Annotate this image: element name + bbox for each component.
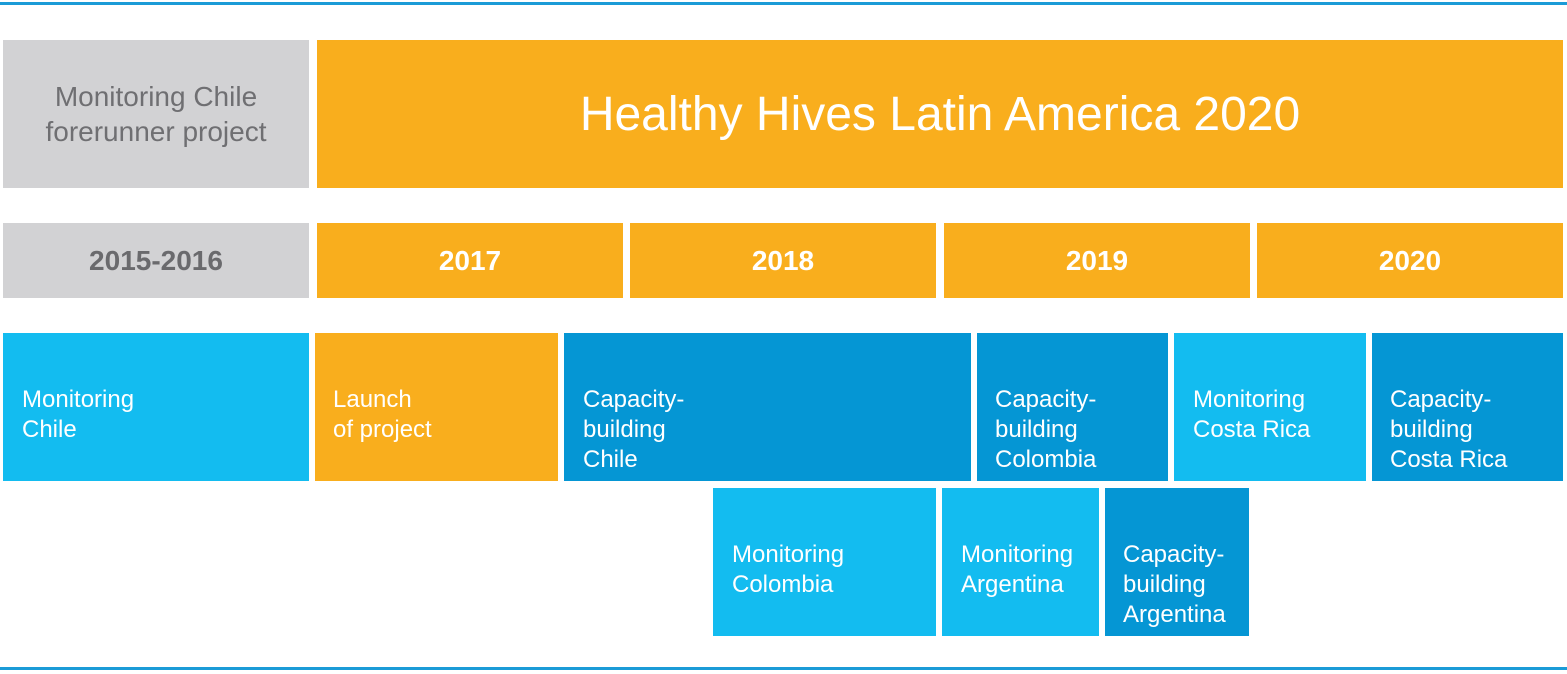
forerunner-project-label: Monitoring Chile forerunner project xyxy=(45,81,267,147)
activity-label: Monitoring Colombia xyxy=(732,541,845,598)
program-title: Healthy Hives Latin America 2020 xyxy=(579,87,1301,141)
activity-label: Capacity- building Chile xyxy=(583,386,685,473)
activity-label: Capacity- building Costa Rica xyxy=(1390,386,1508,473)
year-2015-2016: 2015-2016 xyxy=(3,223,309,298)
activity-label: Capacity- building Argentina xyxy=(1123,541,1226,628)
top-divider xyxy=(0,2,1567,5)
activity-label: Monitoring Argentina xyxy=(961,541,1074,598)
activity-label: Launch of project xyxy=(333,386,432,443)
year-label: 2015-2016 xyxy=(89,244,223,276)
activity-capacity-building-costa-rica: Capacity- building Costa Rica xyxy=(1372,333,1563,481)
activity-label: Capacity- building Colombia xyxy=(995,386,1097,473)
year-2018: 2018 xyxy=(630,223,936,298)
year-2020: 2020 xyxy=(1257,223,1563,298)
activity-label: Monitoring Chile xyxy=(22,386,135,443)
activity-capacity-building-argentina: Capacity- building Argentina xyxy=(1105,488,1249,636)
year-label: 2017 xyxy=(438,244,502,276)
year-2017: 2017 xyxy=(317,223,623,298)
activity-monitoring-chile: Monitoring Chile xyxy=(3,333,309,481)
activity-label: Monitoring Costa Rica xyxy=(1193,386,1311,443)
year-label: 2019 xyxy=(1065,244,1129,276)
activity-capacity-building-colombia: Capacity- building Colombia xyxy=(977,333,1168,481)
year-label: 2020 xyxy=(1378,244,1442,276)
year-2019: 2019 xyxy=(944,223,1250,298)
program-title-box: Healthy Hives Latin America 2020 xyxy=(317,40,1563,188)
year-label: 2018 xyxy=(751,244,815,276)
activity-monitoring-colombia: Monitoring Colombia xyxy=(713,488,936,636)
activity-monitoring-argentina: Monitoring Argentina xyxy=(942,488,1099,636)
forerunner-project-box: Monitoring Chile forerunner project xyxy=(3,40,309,188)
activity-monitoring-costa-rica: Monitoring Costa Rica xyxy=(1174,333,1366,481)
activity-launch-project: Launch of project xyxy=(315,333,558,481)
activity-capacity-building-chile: Capacity- building Chile xyxy=(564,333,971,481)
bottom-divider xyxy=(0,667,1567,670)
